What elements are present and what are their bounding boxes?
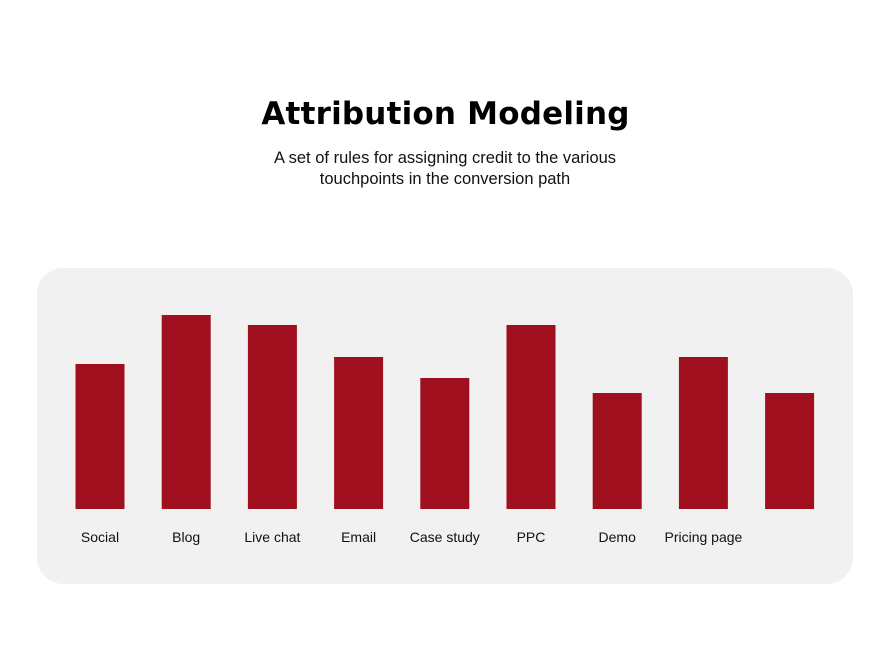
bar-pricing-page — [678, 357, 728, 509]
chart-title: Attribution Modeling — [261, 96, 630, 132]
category-label: Demo — [599, 529, 637, 545]
bar-ppc — [506, 325, 556, 509]
category-label: Blog — [172, 529, 200, 545]
bar-live-chat — [247, 325, 297, 509]
bar-email — [334, 357, 384, 509]
category-label: Case study — [410, 529, 480, 545]
category-label: PPC — [517, 529, 546, 545]
bar-social — [75, 364, 125, 509]
category-label: Live chat — [244, 529, 300, 545]
bar-blog — [161, 315, 211, 509]
chart-subtitle: A set of rules for assigning credit to t… — [273, 149, 617, 188]
bar-case-study — [420, 378, 470, 509]
bar-unlabeled — [765, 393, 815, 509]
category-label: Email — [341, 529, 376, 545]
category-label: Pricing page — [664, 529, 742, 545]
category-label: Social — [81, 529, 119, 545]
bar-demo — [592, 393, 642, 509]
